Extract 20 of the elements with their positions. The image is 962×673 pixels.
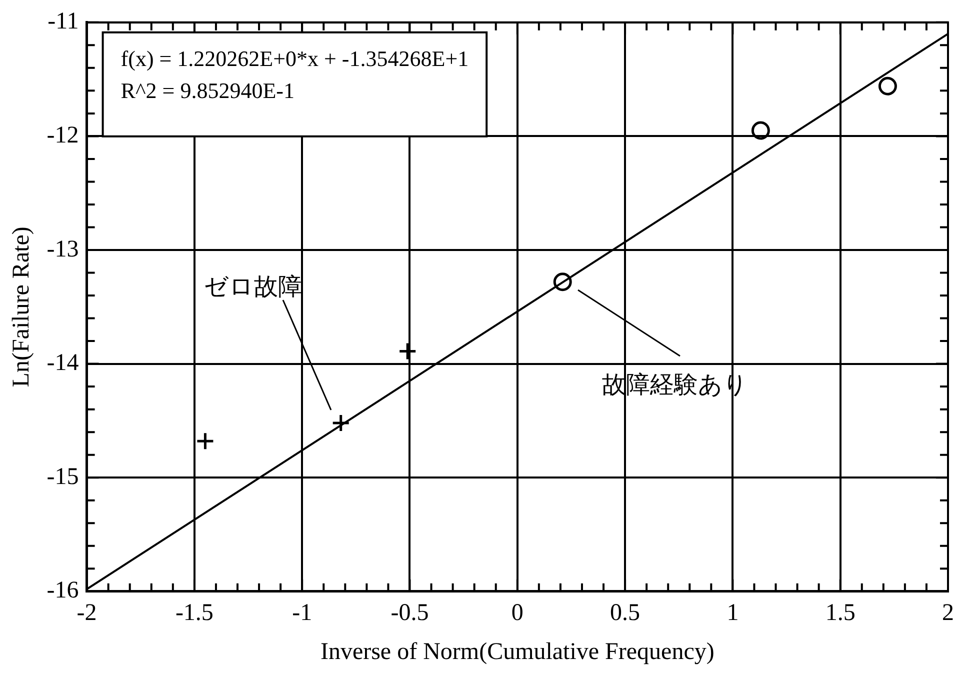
x-tick-label: -2	[76, 600, 97, 626]
y-axis-title: Ln(Failure Rate)	[8, 226, 35, 388]
y-tick-label: -15	[46, 464, 79, 490]
y-tick-label: -14	[46, 350, 79, 376]
x-tick-label: -0.5	[390, 600, 429, 626]
y-tick-label: -13	[46, 236, 79, 262]
y-tick-label: -16	[46, 578, 79, 604]
annotation: f(x) = 1.220262E+0*x + -1.354268E+1	[120, 46, 469, 72]
x-tick-label: -1	[292, 600, 312, 626]
x-tick-label: 1.5	[825, 600, 856, 626]
x-tick-label: 1	[726, 600, 739, 626]
y-tick-label: -11	[48, 8, 79, 35]
x-tick-label: 0	[511, 600, 524, 626]
x-axis-title: Inverse of Norm(Cumulative Frequency)	[320, 638, 714, 665]
y-tick-label: -12	[46, 122, 79, 148]
x-tick-label: -1.5	[175, 600, 214, 626]
annotation: R^2 = 9.852940E-1	[120, 78, 294, 104]
x-tick-label: 0.5	[610, 600, 640, 626]
annotation: ゼロ故障	[204, 273, 302, 300]
x-tick-label: 2	[942, 600, 954, 626]
